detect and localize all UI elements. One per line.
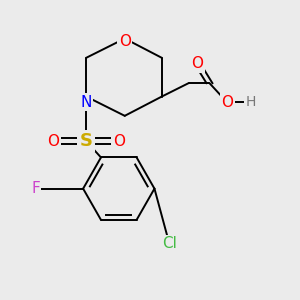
Text: O: O [113,134,125,148]
Text: Cl: Cl [162,236,177,251]
Text: S: S [80,132,93,150]
Text: O: O [192,56,204,71]
Text: O: O [47,134,59,148]
Text: N: N [80,95,92,110]
Text: O: O [119,34,131,49]
Text: H: H [246,95,256,110]
Text: F: F [31,181,40,196]
Text: O: O [221,95,233,110]
